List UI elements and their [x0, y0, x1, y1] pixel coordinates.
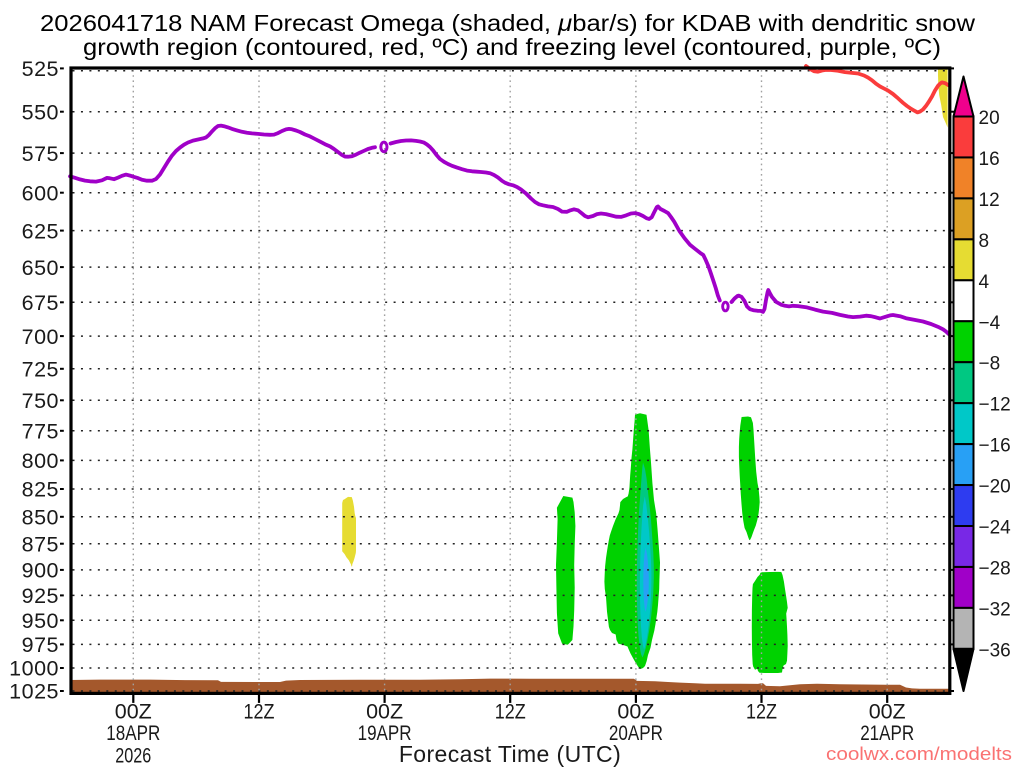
svg-text:18APR: 18APR — [106, 721, 160, 745]
svg-text:12Z: 12Z — [746, 700, 777, 724]
svg-text:975: 975 — [22, 633, 59, 657]
svg-text:925: 925 — [22, 584, 59, 608]
svg-text:750: 750 — [22, 389, 59, 413]
svg-text:Forecast Time (UTC): Forecast Time (UTC) — [399, 741, 621, 767]
svg-text:1025: 1025 — [9, 680, 59, 704]
svg-text:12Z: 12Z — [495, 700, 526, 724]
svg-text:850: 850 — [22, 506, 59, 530]
svg-text:600: 600 — [22, 181, 59, 205]
svg-text:950: 950 — [22, 609, 59, 633]
svg-text:16: 16 — [979, 149, 1000, 170]
svg-text:00Z: 00Z — [869, 700, 906, 724]
svg-text:900: 900 — [22, 559, 59, 583]
svg-text:1000: 1000 — [9, 657, 59, 681]
svg-text:20APR: 20APR — [609, 721, 663, 745]
svg-text:19APR: 19APR — [358, 721, 412, 745]
svg-text:550: 550 — [22, 100, 59, 124]
svg-text:650: 650 — [22, 256, 59, 280]
svg-text:21APR: 21APR — [860, 721, 914, 745]
svg-text:−16: −16 — [979, 436, 1011, 457]
svg-text:coolwx.com/modelts: coolwx.com/modelts — [826, 744, 1012, 764]
svg-text:825: 825 — [22, 478, 59, 502]
svg-text:−12: −12 — [979, 395, 1011, 416]
svg-text:00Z: 00Z — [617, 700, 654, 724]
svg-text:875: 875 — [22, 532, 59, 556]
svg-text:20: 20 — [979, 108, 1000, 129]
svg-text:700: 700 — [22, 325, 59, 349]
svg-text:12Z: 12Z — [244, 700, 275, 724]
svg-text:growth region (contoured, red,: growth region (contoured, red, ºC) and f… — [83, 34, 941, 60]
svg-text:−24: −24 — [979, 518, 1012, 539]
svg-text:−28: −28 — [979, 559, 1011, 580]
svg-text:2026: 2026 — [115, 744, 151, 768]
svg-text:12: 12 — [979, 190, 1000, 211]
svg-text:−32: −32 — [979, 599, 1011, 620]
svg-text:675: 675 — [22, 291, 59, 315]
svg-text:2026041718 NAM Forecast Omega: 2026041718 NAM Forecast Omega (shaded, μ… — [40, 10, 975, 36]
svg-text:800: 800 — [22, 449, 59, 473]
svg-text:575: 575 — [22, 142, 59, 166]
svg-text:−36: −36 — [979, 640, 1011, 661]
svg-text:525: 525 — [22, 57, 59, 81]
svg-text:−4: −4 — [979, 313, 1001, 334]
svg-text:−20: −20 — [979, 477, 1011, 498]
svg-text:−8: −8 — [979, 354, 1001, 375]
svg-text:4: 4 — [979, 272, 990, 293]
svg-text:775: 775 — [22, 420, 59, 444]
svg-text:8: 8 — [979, 231, 990, 252]
svg-text:00Z: 00Z — [366, 700, 403, 724]
svg-text:625: 625 — [22, 219, 59, 243]
svg-text:725: 725 — [22, 358, 59, 382]
svg-text:00Z: 00Z — [115, 700, 152, 724]
